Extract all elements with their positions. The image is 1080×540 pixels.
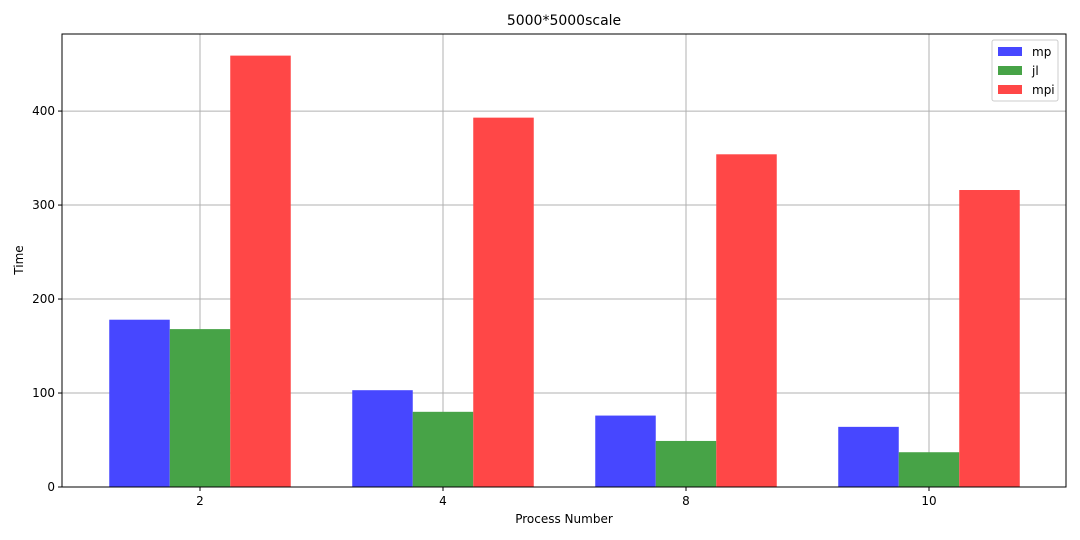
y-tick-label: 200	[32, 292, 55, 306]
bar-mpi-4	[473, 117, 534, 487]
x-tick-label: 2	[196, 494, 204, 508]
x-tick-label: 4	[439, 494, 447, 508]
legend-label-mp: mp	[1032, 45, 1051, 59]
legend: mp jl mpi	[991, 39, 1059, 102]
y-tick-label: 400	[32, 104, 55, 118]
bar-mpi-8	[716, 154, 777, 487]
bar-mpi-2	[230, 55, 291, 488]
y-tick-label: 0	[47, 480, 55, 494]
legend-label-jl: jl	[1031, 64, 1039, 78]
chart-title: 5000*5000scale	[507, 13, 621, 29]
y-tick-label: 100	[32, 386, 55, 400]
x-tick-label: 10	[921, 494, 936, 508]
plot-frame	[61, 33, 1067, 488]
legend-label-mpi: mpi	[1032, 83, 1055, 97]
bar-mp-2	[109, 319, 170, 487]
bar-mp-4	[352, 390, 413, 487]
ticks-layer: 0 100 200 300 400 2 4 8 10	[32, 104, 937, 508]
x-tick-label: 8	[682, 494, 690, 508]
legend-swatch-jl	[998, 66, 1022, 75]
y-axis-label: Time	[12, 245, 26, 275]
bar-jl-8	[655, 440, 717, 487]
x-axis-label: Process Number	[515, 512, 613, 526]
bars-layer	[109, 55, 1020, 488]
bar-mp-8	[595, 415, 656, 487]
bar-jl-4	[412, 411, 474, 487]
y-tick-label: 300	[32, 198, 55, 212]
legend-swatch-mp	[998, 47, 1022, 56]
bar-jl-10	[898, 452, 960, 487]
bar-mpi-10	[959, 190, 1020, 487]
legend-swatch-mpi	[998, 85, 1022, 94]
bar-jl-2	[169, 329, 231, 487]
bar-mp-10	[838, 426, 899, 487]
